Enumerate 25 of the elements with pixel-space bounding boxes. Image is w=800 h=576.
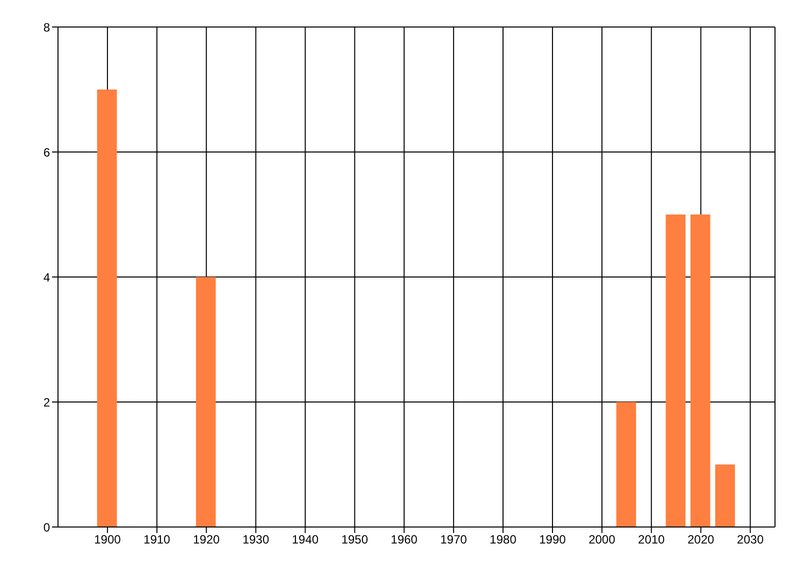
- bar: [97, 90, 117, 527]
- y-tick-label: 2: [43, 395, 50, 410]
- x-tick-label: 1900: [94, 532, 122, 547]
- x-tick-label: 1910: [144, 532, 171, 547]
- bar: [715, 464, 735, 527]
- bar: [616, 402, 636, 527]
- x-tick-label: 1970: [440, 532, 468, 547]
- x-tick-label: 1990: [539, 532, 566, 547]
- x-tick-label: 2030: [736, 532, 764, 547]
- bar: [196, 277, 216, 527]
- y-tick-label: 4: [43, 270, 50, 284]
- x-tick-label: 1920: [192, 532, 220, 547]
- x-tick-label: 2010: [638, 532, 666, 547]
- x-tick-label: 1950: [341, 532, 368, 547]
- y-tick-label: 0: [43, 520, 50, 534]
- y-tick-label: 6: [43, 145, 50, 160]
- y-tick-label: 8: [43, 20, 50, 34]
- x-tick-label: 1930: [242, 532, 270, 547]
- x-tick-label: 1940: [292, 532, 319, 547]
- x-tick-label: 1980: [490, 532, 517, 547]
- x-tick-label: 2000: [588, 532, 616, 547]
- x-tick-label: 1960: [390, 532, 418, 547]
- bar: [690, 214, 710, 527]
- bar: [666, 214, 686, 527]
- x-tick-label: 2020: [687, 532, 714, 547]
